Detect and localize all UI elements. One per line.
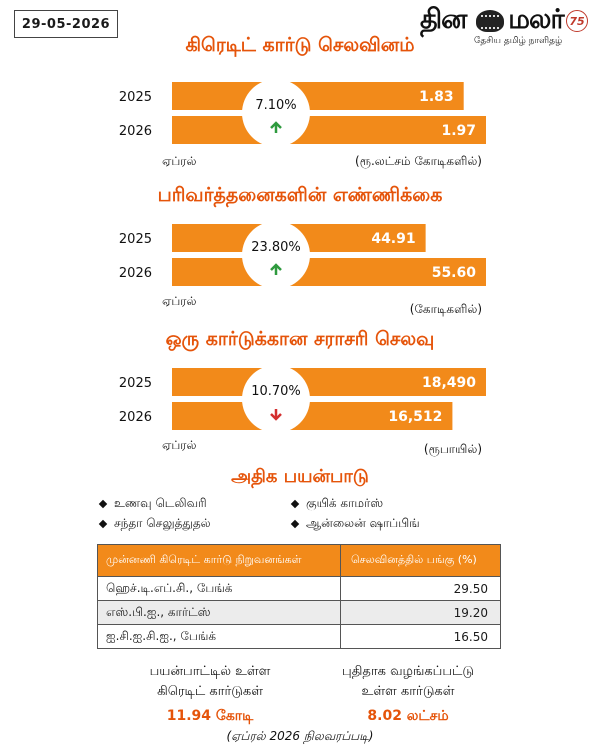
chart-transactions-svg: 2025 44.91 2026 55.60 23.80% — [119, 221, 486, 289]
issuer-share-table: முன்னணி கிரெடிட் கார்டு நிறுவனங்கள் செலவ… — [97, 544, 501, 649]
data-label: 55.60 — [432, 265, 477, 281]
table-cell-issuer: ஐ.சி.ஐ.சி.ஐ., பேங்க் — [97, 624, 341, 649]
logo-tagline: தேசிய தமிழ் நாளிதழ் — [474, 36, 563, 46]
change-circle — [242, 79, 310, 147]
chart-transactions-unit: (கோடிகளில்) — [409, 302, 482, 316]
change-label: 23.80% — [251, 240, 301, 255]
usage-item: குயிக் காமர்ஸ் — [290, 496, 384, 512]
data-label: 1.97 — [441, 123, 476, 139]
data-label: 44.91 — [371, 231, 415, 247]
chart-spending-svg: 2025 1.83 2026 1.97 7.10% — [119, 79, 486, 147]
table-header-issuer: முன்னணி கிரெடிட் கார்டு நிறுவனங்கள் — [97, 544, 341, 577]
stat-label-line1: புதிதாக வழங்கப்பட்டு — [342, 664, 474, 679]
table-cell-issuer: எஸ்.பி.ஐ., கார்ட்ஸ் — [97, 600, 341, 625]
diamond-bullet-icon — [98, 519, 108, 529]
table-cell-share: 29.50 — [340, 576, 501, 601]
stat-new-cards: புதிதாக வழங்கப்பட்டு உள்ள கார்டுகள் 8.02… — [318, 662, 498, 726]
chart-spending: 2025 1.83 2026 1.97 7.10% ஏப்ரல் (ரூ.லட்சம் … — [0, 76, 600, 172]
table-cell-share: 16.50 — [340, 624, 501, 649]
usage-item-label: ஆன்லைன் ஷாப்பிங் — [306, 516, 420, 530]
diamond-bullet-icon — [290, 499, 300, 509]
bar — [172, 402, 453, 430]
stat-value: 8.02 லட்சம் — [367, 708, 449, 724]
table-row: ஹெச்.டி.எப்.சி., பேங்க் 29.50 — [97, 576, 501, 601]
category-label: 2026 — [119, 266, 152, 281]
date-box: 29-05-2026 — [14, 10, 118, 38]
chart-average: 2025 18,490 2026 16,512 10.70% ஏப்ரல் (ரூபாய… — [0, 362, 600, 462]
chart-spending-unit: (ரூ.லட்சம் கோடிகளில்) — [355, 154, 482, 168]
table-row: எஸ்.பி.ஐ., கார்ட்ஸ் 19.20 — [97, 600, 501, 625]
chart-title-spending: கிரெடிட் கார்டு செலவினம் — [185, 34, 415, 56]
chart-transactions-xlabel: ஏப்ரல் — [162, 294, 197, 308]
chart-average-xlabel: ஏப்ரல் — [162, 438, 197, 452]
table-cell-issuer: ஹெச்.டி.எப்.சி., பேங்க் — [97, 576, 341, 601]
arrow-up-icon — [270, 263, 282, 275]
category-label: 2026 — [119, 124, 152, 139]
arrow-head — [270, 263, 282, 271]
bar — [172, 368, 486, 396]
usage-item-label: சந்தா செலுத்துதல் — [114, 516, 211, 530]
bar — [172, 258, 486, 286]
usage-item: சந்தா செலுத்துதல் — [98, 516, 211, 532]
category-label: 2025 — [119, 90, 152, 105]
table-header-share: செலவினத்தில் பங்கு (%) — [340, 544, 501, 577]
arrow-head — [270, 413, 282, 421]
logo-anniversary-badge: 75 — [566, 10, 588, 32]
chart-title-transactions: பரிவர்த்தனைகளின் எண்ணிக்கை — [157, 184, 443, 206]
footnote: (ஏப்ரல் 2026 நிலவரப்படி) — [226, 729, 374, 743]
usage-item-label: குயிக் காமர்ஸ் — [306, 496, 384, 510]
logo-seal-icon — [476, 10, 504, 32]
table-row: ஐ.சி.ஐ.சி.ஐ., பேங்க் 16.50 — [97, 624, 501, 649]
stat-label-line2: கிரெடிட் கார்டுகள் — [157, 684, 263, 699]
change-circle — [242, 221, 310, 289]
change-circle — [242, 365, 310, 433]
data-label: 18,490 — [422, 375, 476, 391]
stat-cards-in-use: பயன்பாட்டில் உள்ள கிரெடிட் கார்டுகள் 11.… — [120, 662, 300, 726]
arrow-down-icon — [270, 409, 282, 421]
usage-item: உணவு டெலிவரி — [98, 496, 207, 512]
data-label: 16,512 — [388, 409, 442, 425]
stat-label-line1: பயன்பாட்டில் உள்ள — [149, 664, 271, 679]
chart-title-average: ஒரு கார்டுக்கான சராசரி செலவு — [165, 328, 435, 350]
bar — [172, 82, 464, 110]
category-label: 2025 — [119, 376, 152, 391]
change-label: 7.10% — [255, 98, 296, 113]
category-label: 2026 — [119, 410, 152, 425]
usage-item-label: உணவு டெலிவரி — [114, 496, 207, 510]
bar — [172, 116, 486, 144]
category-label: 2025 — [119, 232, 152, 247]
arrow-head — [270, 121, 282, 129]
arrow-up-icon — [270, 121, 282, 133]
usage-title: அதிக பயன்பாடு — [231, 466, 369, 487]
table-header-row: முன்னணி கிரெடிட் கார்டு நிறுவனங்கள் செலவ… — [97, 544, 501, 577]
stat-value: 11.94 கோடி — [166, 708, 254, 724]
chart-average-unit: (ரூபாயில்) — [423, 442, 482, 456]
diamond-bullet-icon — [290, 519, 300, 529]
usage-item: ஆன்லைன் ஷாப்பிங் — [290, 516, 420, 532]
table-cell-share: 19.20 — [340, 600, 501, 625]
dinamalar-logo: தின மலர் 75 தேசிய தமிழ் நாளிதழ் — [420, 4, 588, 50]
data-label: 1.83 — [419, 89, 454, 105]
change-label: 10.70% — [251, 384, 301, 399]
chart-spending-xlabel: ஏப்ரல் — [162, 154, 197, 168]
chart-average-svg: 2025 18,490 2026 16,512 10.70% — [119, 365, 486, 433]
chart-transactions: 2025 44.91 2026 55.60 23.80% ஏப்ரல் (கோடிகளி… — [0, 218, 600, 318]
stat-label-line2: உள்ள கார்டுகள் — [361, 684, 455, 699]
diamond-bullet-icon — [98, 499, 108, 509]
